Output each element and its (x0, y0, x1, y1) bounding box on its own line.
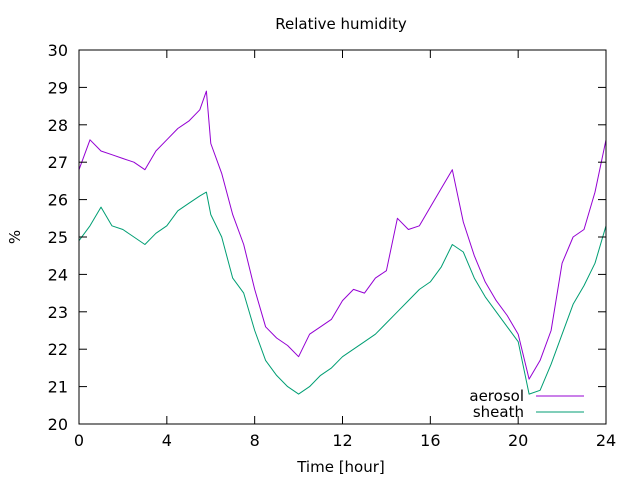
x-tick-label: 0 (74, 431, 84, 450)
y-tick-label: 25 (48, 228, 68, 247)
x-tick-label: 20 (508, 431, 528, 450)
y-tick-label: 21 (48, 378, 68, 397)
tick-layer: 0 4 8 12 16 20 24 20 21 22 23 24 25 26 27 28 29 30 (48, 41, 617, 450)
series-line-sheath (78, 191, 607, 395)
x-tick-label: 12 (332, 431, 352, 450)
legend-label: aerosol (469, 387, 524, 405)
y-tick-label: 22 (48, 340, 68, 359)
legend-label: sheath (473, 403, 524, 421)
y-tick-label: 28 (48, 116, 68, 135)
x-axis-label: Time [hour] (296, 458, 385, 476)
series-line-aerosol (78, 90, 607, 380)
y-axis-label: % (6, 230, 24, 244)
chart-title: Relative humidity (275, 15, 407, 33)
y-tick-label: 30 (48, 41, 68, 60)
x-tick-label: 16 (420, 431, 440, 450)
y-tick-label: 20 (48, 415, 68, 434)
x-tick-label: 8 (250, 431, 260, 450)
plot-frame (78, 49, 607, 425)
y-tick-label: 24 (48, 265, 68, 284)
x-tick-label: 24 (596, 431, 616, 450)
y-tick-label: 26 (48, 191, 68, 210)
x-tick-label: 4 (162, 431, 172, 450)
y-tick-label: 23 (48, 303, 68, 322)
y-tick-label: 29 (48, 78, 68, 97)
y-tick-label: 27 (48, 153, 68, 172)
series-layer (78, 90, 607, 395)
